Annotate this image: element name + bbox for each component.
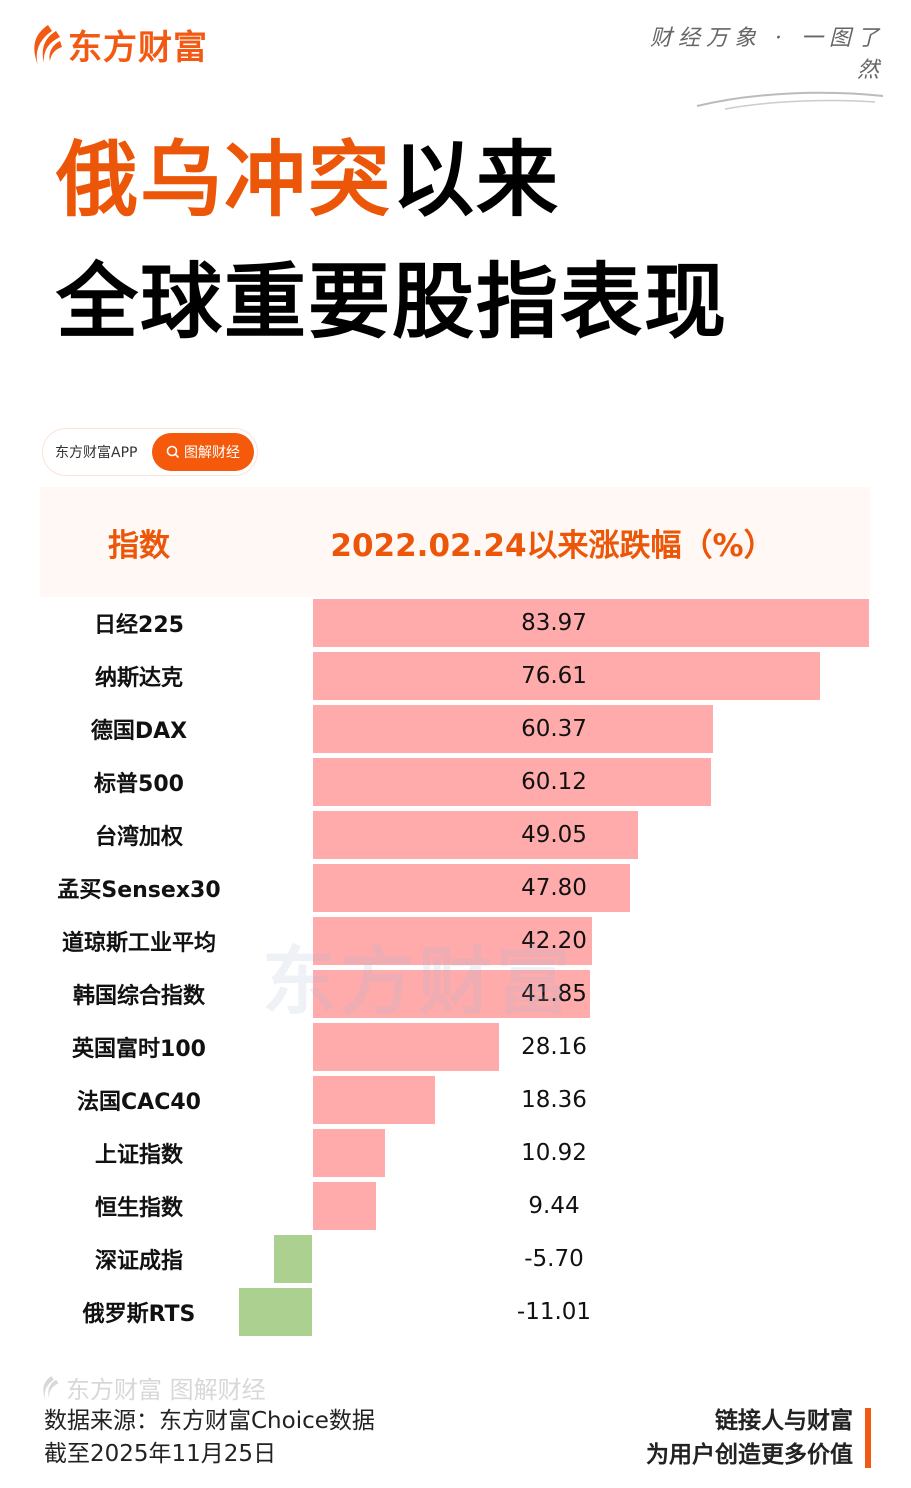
chart-row: 纳斯达克 76.61 <box>0 652 911 700</box>
logo-text: 东方财富 <box>68 28 208 68</box>
value-label: 42.20 <box>521 928 587 954</box>
index-name: 日经225 <box>94 613 184 638</box>
footer-mark-text: 东方财富 图解财经 <box>66 1376 266 1404</box>
value-label: 10.92 <box>521 1140 587 1166</box>
chart-row: 韩国综合指数 41.85 <box>0 970 911 1018</box>
header-change: 2022.02.24以来涨跌幅（%） <box>330 527 775 564</box>
title-rest: 以来 <box>392 133 561 228</box>
index-name: 道琼斯工业平均 <box>61 931 216 956</box>
search-icon <box>166 445 180 459</box>
data-source: 数据来源：东方财富Choice数据 截至2025年11月25日 <box>44 1405 375 1471</box>
flame-logo-icon <box>43 1375 59 1400</box>
tagline: 链接人与财富 为用户创造更多价值 <box>646 1404 853 1472</box>
value-label: 76.61 <box>521 663 587 689</box>
chart-row: 上证指数 10.92 <box>0 1129 911 1177</box>
tagline-1: 链接人与财富 <box>715 1408 853 1434</box>
positive-bar <box>313 599 869 647</box>
index-name: 孟买Sensex30 <box>57 878 221 903</box>
tagline-2: 为用户创造更多价值 <box>646 1442 853 1468</box>
positive-bar <box>313 1023 499 1071</box>
value-label: 49.05 <box>521 822 587 848</box>
brand-logo: 东方财富 <box>26 20 208 69</box>
index-name: 韩国综合指数 <box>72 984 205 1009</box>
positive-bar <box>313 864 630 912</box>
negative-bar <box>274 1235 312 1283</box>
index-name: 上证指数 <box>94 1143 183 1168</box>
index-name: 深证成指 <box>94 1249 183 1274</box>
chart-row: 俄罗斯RTS -11.01 <box>0 1288 911 1336</box>
value-label: 9.44 <box>528 1193 580 1219</box>
slogan-text: 财经万象 · 一图了然 <box>650 26 885 83</box>
as-of-date: 截至2025年11月25日 <box>44 1441 277 1467</box>
negative-bar <box>239 1288 312 1336</box>
index-name: 纳斯达克 <box>94 666 183 691</box>
chart-row: 英国富时100 28.16 <box>0 1023 911 1071</box>
title-accent: 俄乌冲突 <box>56 133 393 228</box>
positive-bar <box>313 970 590 1018</box>
source-text: 数据来源：东方财富Choice数据 <box>44 1408 375 1434</box>
positive-bar <box>313 705 713 753</box>
positive-bar <box>313 917 592 965</box>
index-name: 俄罗斯RTS <box>82 1302 196 1327</box>
title-line-1: 俄乌冲突以来 <box>56 140 560 222</box>
flame-logo-icon <box>34 24 62 65</box>
tujie-caijing-button[interactable]: 图解财经 <box>152 433 254 471</box>
index-name: 台湾加权 <box>94 825 183 850</box>
chart-row: 台湾加权 49.05 <box>0 811 911 859</box>
positive-bar <box>313 1129 385 1177</box>
value-label: 47.80 <box>521 875 587 901</box>
positive-bar <box>313 652 820 700</box>
header-index: 指数 <box>108 527 170 564</box>
pill-button-label: 图解财经 <box>184 445 240 461</box>
chart-row: 恒生指数 9.44 <box>0 1182 911 1230</box>
value-label: 18.36 <box>521 1087 587 1113</box>
value-label: 28.16 <box>521 1034 587 1060</box>
chart-row: 法国CAC40 18.36 <box>0 1076 911 1124</box>
positive-bar <box>313 1076 435 1124</box>
value-label: -11.01 <box>516 1299 592 1325</box>
title-line-2: 全球重要股指表现 <box>56 255 729 350</box>
positive-bar <box>313 811 638 859</box>
chart-row: 孟买Sensex30 47.80 <box>0 864 911 912</box>
chart-row: 标普500 60.12 <box>0 758 911 806</box>
value-label: 60.12 <box>521 769 587 795</box>
index-name: 英国富时100 <box>72 1037 206 1062</box>
footer-mark: 东方财富 图解财经 <box>38 1370 266 1405</box>
swoosh-decoration-icon <box>696 91 884 110</box>
chart-row: 深证成指 -5.70 <box>0 1235 911 1283</box>
index-name: 标普500 <box>94 772 184 797</box>
chart-row: 德国DAX 60.37 <box>0 705 911 753</box>
positive-bar <box>313 1182 376 1230</box>
chart-row: 日经225 83.97 <box>0 599 911 647</box>
index-name: 法国CAC40 <box>77 1090 201 1115</box>
chart-row: 道琼斯工业平均 42.20 <box>0 917 911 965</box>
value-label: 60.37 <box>521 716 587 742</box>
app-pill: 东方财富APP 图解财经 <box>42 428 258 476</box>
positive-bar <box>313 758 711 806</box>
accent-bar <box>865 1408 871 1468</box>
table-header: 指数 2022.02.24以来涨跌幅（%） <box>40 487 870 597</box>
index-name: 德国DAX <box>90 719 188 744</box>
pill-label: 东方财富APP <box>55 445 138 461</box>
slogan: 财经万象 · 一图了然 <box>625 20 885 110</box>
value-label: 83.97 <box>521 610 587 636</box>
index-name: 恒生指数 <box>94 1196 183 1221</box>
value-label: 41.85 <box>521 981 587 1007</box>
value-label: -5.70 <box>524 1246 584 1272</box>
